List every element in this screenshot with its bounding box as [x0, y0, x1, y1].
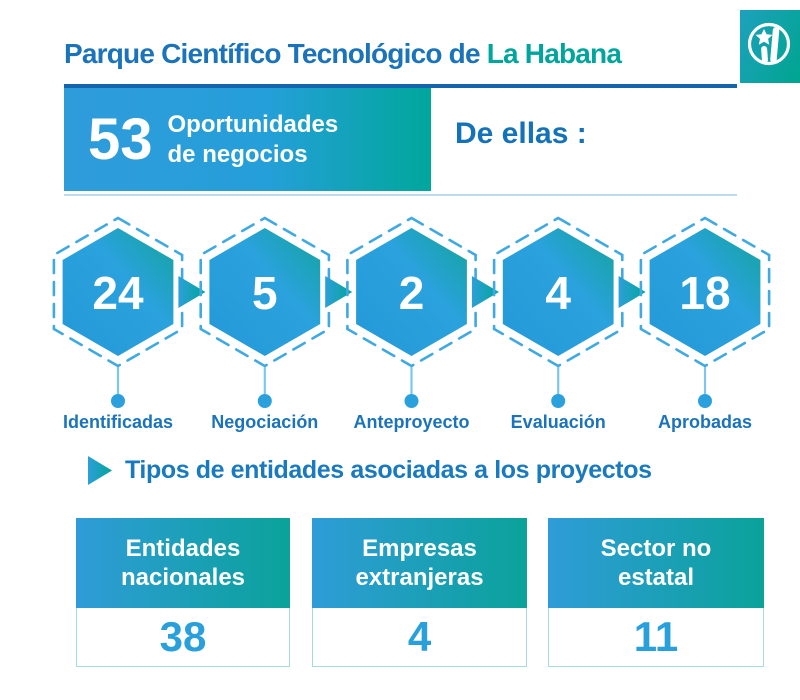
stage-number: 5: [252, 267, 278, 319]
section-title-text: Tipos de entidades asociadas a los proye…: [125, 456, 652, 484]
section-arrow-icon: [88, 456, 112, 485]
stage-dot: [111, 394, 125, 408]
page-title-main: Parque Científico Tecnológico de: [64, 38, 481, 69]
stage-hexagon-outline: [199, 216, 331, 368]
entity-card-value: 38: [76, 608, 290, 667]
stage-label: Negociación: [211, 412, 318, 432]
entity-card-value: 11: [548, 608, 764, 667]
page-title-accent: La Habana: [486, 38, 622, 69]
stage-anteproyecto: 2 Anteproyecto: [346, 216, 477, 432]
stage-label: Evaluación: [511, 412, 606, 432]
page-title: Parque Científico Tecnológico de La Haban…: [64, 38, 622, 70]
stage-arrow-icon: [178, 276, 206, 308]
stage-hexagon-outline: [492, 216, 624, 368]
stage-dot: [257, 394, 272, 408]
stage-hexagon: [356, 228, 467, 356]
stage-hexagon-outline: [346, 216, 477, 368]
stage-flow: 24 Identificadas 5 Negociación 2 Antepro…: [52, 216, 771, 432]
stage-evaluacion: 4 Evaluación: [492, 216, 624, 432]
total-banner: 53 Oportunidades de negocios: [64, 88, 431, 191]
logo-emblem-icon: [747, 22, 791, 65]
entity-card-no-estatal: Sector no estatal 11: [548, 518, 764, 668]
stage-identificadas: 24 Identificadas: [52, 216, 184, 432]
stage-number: 18: [679, 267, 730, 319]
stage-aprobadas: 18 Aprobadas: [639, 216, 771, 432]
stage-hexagon: [502, 228, 614, 356]
entity-card-nacionales: Entidades nacionales 38: [76, 518, 290, 668]
entity-card-header: Empresas extranjeras: [312, 518, 527, 608]
entity-card-header: Sector no estatal: [548, 518, 764, 608]
stage-hexagon: [62, 228, 174, 356]
stage-arrow-icon: [325, 276, 353, 308]
stage-hexagon-outline: [639, 216, 771, 368]
stage-number: 2: [399, 267, 425, 319]
total-number: 53: [88, 106, 153, 172]
section-title: Tipos de entidades asociadas a los proye…: [88, 456, 652, 485]
stage-arrow-icon: [618, 276, 646, 308]
entity-card-extranjeras: Empresas extranjeras 4: [312, 518, 527, 668]
subtitle-de-ellas: De ellas :: [455, 117, 587, 150]
entity-card-value: 4: [312, 608, 527, 667]
stage-hexagon: [209, 228, 321, 356]
stage-dot: [404, 394, 419, 408]
total-label-line1: Oportunidades: [167, 110, 339, 138]
stage-number: 4: [545, 267, 571, 319]
entity-card-header: Entidades nacionales: [76, 518, 290, 608]
stage-hexagon-outline: [52, 216, 184, 368]
stage-negociacion: 5 Negociación: [199, 216, 331, 432]
logo: [740, 10, 800, 83]
stage-label: Aprobadas: [658, 412, 752, 432]
stage-number: 24: [92, 267, 144, 319]
total-label-line2: de negocios: [167, 140, 308, 168]
stage-label: Anteproyecto: [353, 412, 469, 432]
row-divider: [64, 194, 737, 196]
stage-dot: [551, 394, 566, 408]
stage-label: Identificadas: [63, 412, 173, 432]
stage-dot: [698, 394, 712, 408]
stage-hexagon: [649, 228, 761, 356]
total-label: Oportunidades de negocios: [168, 110, 339, 170]
title-underline: [64, 84, 737, 88]
stage-arrow-icon: [471, 276, 499, 308]
